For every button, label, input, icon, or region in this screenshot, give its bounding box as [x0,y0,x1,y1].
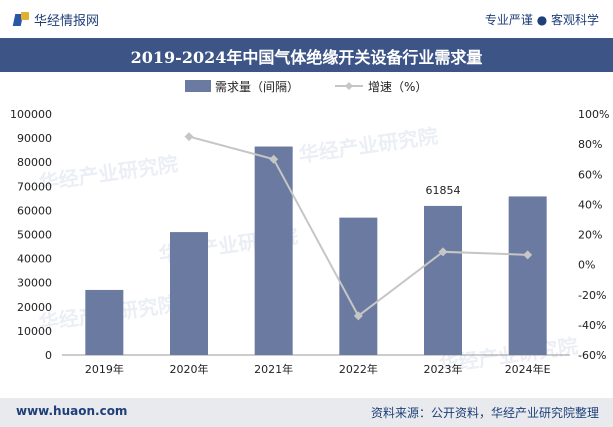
y-right-tick: -60% [578,349,606,362]
top-bar: 华经情报网 专业严谨 ● 客观科学 [0,0,613,38]
y-left-tick: 100000 [10,108,52,121]
title-bar [0,38,613,72]
bar-2021年 [254,146,293,355]
y-left-tick: 50000 [17,229,52,242]
y-left-tick: 80000 [17,156,52,169]
legend-label-growth: 增速（%） [368,80,427,94]
bar-2023年 [424,205,462,355]
bar-2019年 [85,289,124,355]
growth-line [184,132,533,321]
y-left-tick: 10000 [17,325,52,338]
chart: 华经产业研究院华经产业研究院华经产业研究院华经产业研究院华经产业研究院 需求量（… [10,80,609,377]
y-right-tick: -40% [578,319,606,332]
y-left-tick: 60000 [17,204,52,217]
y-left-tick: 30000 [17,277,52,290]
growth-point [438,247,448,257]
growth-point [523,250,533,260]
y-right-tick: -20% [578,289,606,302]
y-left-tick: 40000 [17,253,52,266]
y-right-tick: 0% [578,259,595,272]
x-tick-label: 2021年 [254,362,293,376]
x-tick-label: 2019年 [85,362,124,376]
legend: 需求量（间隔） 增速（%） [185,80,427,94]
y-right-tick: 100% [578,108,609,121]
tagline: 专业严谨 ● 客观科学 [484,13,599,27]
growth-point [184,132,194,142]
x-tick-label: 2022年 [339,362,378,376]
x-tick-label: 2024年E [505,362,551,376]
bar-2022年 [339,217,378,355]
data-labels: 61854 [426,184,461,197]
y-left-tick: 70000 [17,180,52,193]
axes: 0 10000 20000 30000 40000 50000 60000 70000 8000… [10,108,609,376]
data-label: 61854 [426,184,461,197]
growth-point [269,154,279,164]
y-right-tick: 20% [578,229,602,242]
y-left-tick: 90000 [17,132,52,145]
legend-bar-swatch [185,80,211,92]
y-right-tick: 40% [578,198,602,211]
x-tick-label: 2020年 [170,362,209,376]
logo-icon [12,12,29,27]
x-tick-label: 2023年 [424,362,463,376]
footer-source: 资料来源：公开资料，华经产业研究院整理 [370,406,599,420]
y-left-tick: 20000 [17,301,52,314]
y-left-tick: 0 [45,349,52,362]
legend-label-demand: 需求量（间隔） [215,80,299,94]
footer-website: www.huaon.com [16,404,128,418]
growth-point [353,311,363,321]
bar-2020年 [170,232,208,355]
brand-name: 华经情报网 [34,14,100,29]
legend-line-marker [345,82,353,90]
watermark-0: 华经产业研究院 [37,152,179,195]
chart-title: 2019-2024年中国气体绝缘开关设备行业需求量 [130,48,483,67]
brand: 华经情报网 [12,10,100,29]
bar-2024年E [508,196,547,355]
y-right-tick: 80% [578,138,602,151]
y-right-tick: 60% [578,168,602,181]
footer-bar [0,398,613,427]
watermark-1: 华经产业研究院 [297,124,439,167]
